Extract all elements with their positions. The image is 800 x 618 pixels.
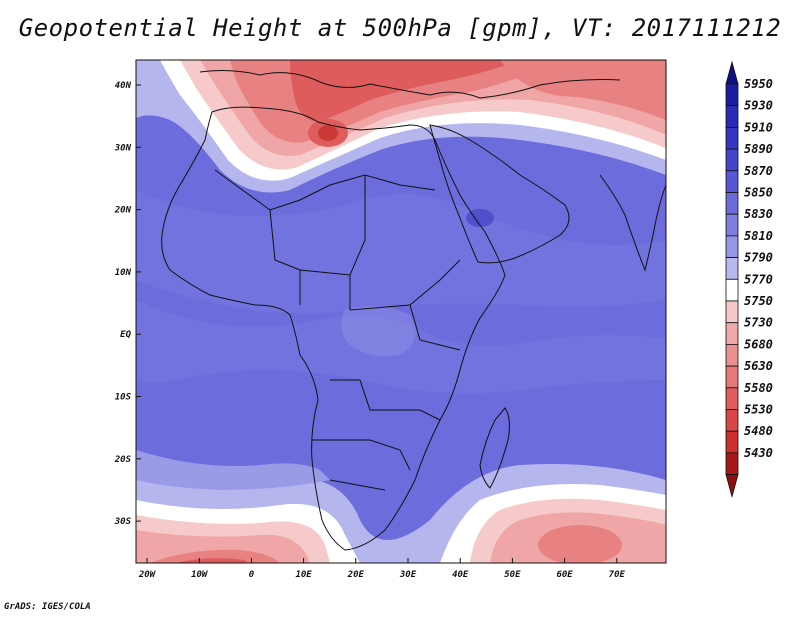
colorbar-swatch: [725, 409, 739, 432]
lat-tick-label: 30N: [114, 143, 132, 153]
colorbar: 5950 5930 5910 5890 5870 5850 5830 5810 5790 5770…: [725, 60, 773, 499]
europe-coastline: [199, 70, 621, 99]
lon-tick-label: 70E: [609, 570, 626, 580]
colorbar-label: 5530: [744, 403, 773, 417]
footer-credit: GrADS: IGES/COLA: [4, 602, 91, 612]
colorbar-label: 5850: [744, 186, 773, 200]
longitude-ticks: 20W 10W 0 10E 20E 30E 40E 50E 60E 70E: [138, 558, 626, 580]
colorbar-label: 5810: [744, 229, 773, 243]
colorbar-label: 5950: [744, 77, 773, 91]
colorbar-label: 5750: [744, 294, 773, 308]
plot-frame: [135, 59, 667, 564]
colorbar-swatch: [725, 300, 739, 324]
interior-borders: [214, 169, 461, 491]
colorbar-label: 5790: [744, 251, 773, 265]
map-title: Geopotential Height at 500hPa [gpm], VT:…: [18, 14, 782, 42]
plot-area: [136, 60, 666, 563]
lon-tick-label: 10E: [295, 570, 312, 580]
lat-tick-label: 10S: [115, 393, 132, 403]
lat-tick-label: 30S: [114, 517, 132, 527]
contour-north-red: [290, 60, 520, 122]
contour-south-mid-red-east: [538, 525, 622, 563]
lat-tick-label: 20S: [114, 455, 132, 465]
colorbar-label: 5830: [744, 207, 773, 221]
colorbar-swatch: [725, 127, 739, 150]
lon-tick-label: 10W: [191, 570, 209, 580]
lat-tick-label: 10N: [115, 268, 132, 278]
lon-tick-label: 40E: [452, 570, 469, 580]
contour-south-mid-blue: [136, 450, 330, 490]
colorbar-swatch: [725, 343, 739, 367]
coastlines: [161, 70, 666, 551]
colorbar-label: 5930: [744, 99, 773, 113]
contour-arabia-max: [466, 209, 494, 227]
colorbar-swatch: [725, 452, 739, 475]
colorbar-label: 5580: [744, 381, 773, 395]
colorbar-swatch: [725, 387, 739, 410]
latitude-ticks: 40N 30N 20N 10N EQ 10S 20S 30S: [114, 81, 141, 527]
colorbar-swatch: [725, 365, 739, 389]
india-coastline: [599, 174, 666, 272]
contour-south-red-west: [175, 558, 248, 563]
colorbar-swatch: [725, 170, 739, 193]
colorbar-swatch: [725, 235, 739, 258]
colorbar-swatch: [725, 213, 739, 237]
lon-tick-label: 50E: [504, 570, 521, 580]
colorbar-top-arrow: [725, 60, 739, 85]
colorbar-swatch: [725, 278, 739, 302]
lat-tick-label: 20N: [114, 206, 132, 216]
colorbar-label: 5890: [744, 142, 773, 156]
colorbar-label: 5870: [744, 164, 773, 178]
colorbar-swatch: [725, 322, 739, 345]
madagascar-coastline: [479, 407, 510, 489]
contour-mideast-red: [500, 60, 666, 120]
colorbar-swatch: [725, 105, 739, 128]
colorbar-label: 5630: [744, 359, 773, 373]
contour-tropical-mid-blue: [136, 190, 666, 314]
colorbar-label: 5480: [744, 424, 773, 438]
colorbar-swatch: [725, 257, 739, 280]
colorbar-swatch: [725, 148, 739, 172]
contour-cut-off-low-core: [318, 125, 338, 141]
colorbar-label: 5770: [744, 272, 773, 286]
colorbar-swatch: [725, 83, 739, 107]
lon-tick-label: 60E: [556, 570, 573, 580]
contour-south-mid-red-west: [150, 549, 280, 563]
africa-coastline: [161, 106, 506, 551]
colorbar-swatch: [725, 192, 739, 215]
colorbar-swatch: [725, 430, 739, 454]
lon-tick-label: 20W: [138, 570, 157, 580]
colorbar-label: 5910: [744, 120, 773, 134]
lat-tick-label: EQ: [120, 330, 131, 340]
colorbar-bottom-arrow: [725, 474, 739, 499]
lon-tick-label: 20E: [347, 570, 365, 580]
contour-highland-blue: [341, 306, 416, 357]
colorbar-label: 5430: [744, 446, 773, 460]
arabia-coastline: [429, 124, 570, 264]
colorbar-label: 5730: [744, 316, 773, 330]
lon-tick-label: 0: [249, 570, 255, 580]
lat-tick-label: 40N: [115, 81, 132, 91]
lon-tick-label: 30E: [399, 570, 417, 580]
colorbar-label: 5680: [744, 337, 773, 351]
